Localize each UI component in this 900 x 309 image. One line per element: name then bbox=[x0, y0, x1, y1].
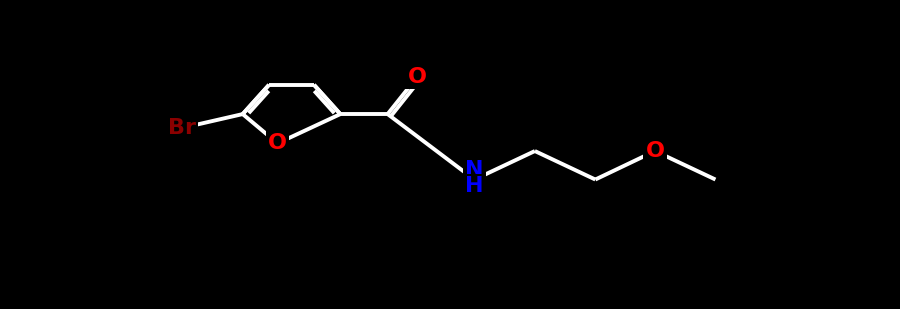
Text: H: H bbox=[465, 176, 483, 197]
Text: O: O bbox=[268, 133, 287, 153]
Text: O: O bbox=[408, 67, 427, 87]
Text: N: N bbox=[465, 160, 483, 180]
Text: Br: Br bbox=[168, 118, 196, 138]
Text: O: O bbox=[645, 141, 664, 161]
